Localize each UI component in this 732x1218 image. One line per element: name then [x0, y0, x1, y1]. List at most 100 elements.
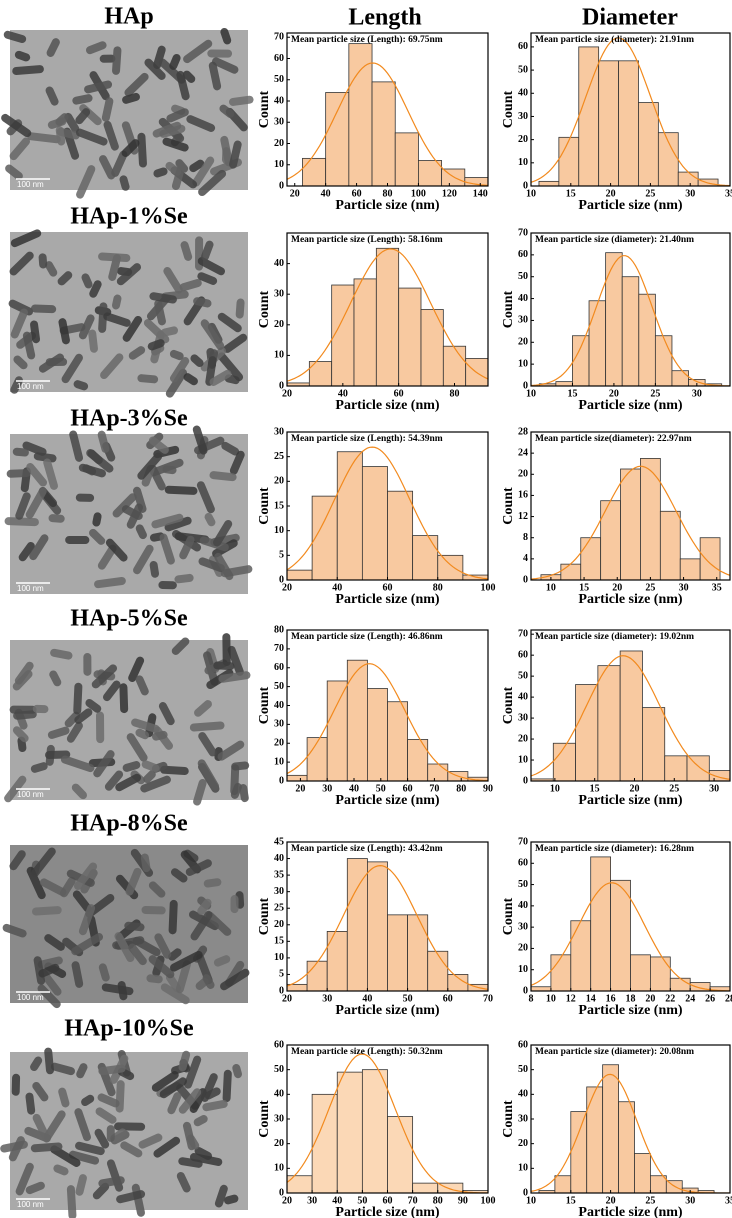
bar	[550, 954, 572, 991]
bar	[326, 931, 348, 991]
particles	[4, 425, 253, 590]
plot-area	[287, 1053, 488, 1193]
particle	[75, 493, 95, 502]
y-tick-label: 30	[518, 921, 528, 932]
particle	[97, 430, 110, 453]
bar	[555, 381, 573, 386]
y-tick-label: 0	[523, 985, 528, 996]
chart-title: Mean particle size (diameter): 20.08nm	[535, 1046, 694, 1057]
particle	[144, 58, 166, 80]
plot-area	[287, 446, 488, 580]
particle	[193, 1114, 208, 1127]
particle	[189, 159, 205, 173]
particle	[115, 773, 141, 792]
particle	[166, 108, 189, 123]
y-tick-label: 20	[274, 476, 284, 487]
y-tick-label: 30	[274, 719, 284, 730]
fit-curve	[531, 655, 730, 780]
y-tick-label: 30	[274, 288, 284, 299]
particle	[223, 333, 248, 353]
x-tick-label: 60	[403, 783, 413, 794]
particles	[2, 847, 250, 1009]
y-tick-label: 0	[279, 775, 284, 786]
particle	[124, 921, 145, 932]
particle	[122, 92, 140, 104]
particle	[30, 847, 56, 878]
y-tick-label: 5	[279, 969, 284, 980]
fit-curve	[531, 1073, 730, 1193]
x-tick-label: 30	[709, 783, 719, 794]
particle	[64, 711, 81, 728]
particle	[8, 1136, 25, 1162]
bar	[552, 742, 576, 781]
y-tick-label: 30	[274, 426, 284, 437]
x-tick-label: 24	[685, 993, 695, 1004]
plot-area	[531, 650, 730, 781]
bar	[654, 335, 673, 386]
particle	[135, 728, 150, 740]
particle	[189, 721, 225, 732]
particle	[44, 934, 65, 951]
y-tick-label: 5	[279, 550, 284, 561]
particle	[69, 430, 84, 462]
chart-title: Mean particle size (diameter): 21.91nm	[535, 34, 694, 45]
particle	[222, 633, 231, 667]
x-tick-label: 30	[679, 582, 689, 593]
bar	[650, 1175, 667, 1193]
particle	[229, 95, 254, 106]
particle	[30, 320, 41, 344]
bar	[621, 276, 640, 386]
y-tick-label: 80	[274, 624, 284, 635]
particle	[178, 1088, 202, 1114]
particle	[132, 936, 161, 957]
x-axis-label: Particle size (nm)	[335, 398, 440, 413]
particle	[176, 70, 190, 101]
particle	[4, 775, 27, 803]
particle	[126, 733, 148, 762]
chart-title: Mean particle size (Length): 50.32nm	[291, 1046, 443, 1057]
chart-title: Mean particle size (Length): 69.75nm	[291, 34, 443, 45]
particle	[4, 517, 39, 527]
plot-area	[531, 37, 730, 186]
y-axis-label: Count	[501, 897, 516, 935]
bar	[640, 458, 661, 580]
x-tick-label: 90	[483, 783, 493, 794]
chart-title: Mean particle size (diameter): 16.28nm	[535, 843, 694, 854]
x-tick-label: 20	[282, 993, 292, 1004]
chart-title: Mean particle size (Length): 54.39nm	[291, 433, 443, 444]
particle	[58, 318, 70, 345]
x-tick-label: 20	[612, 582, 622, 593]
bar	[642, 707, 666, 781]
x-tick-label: 25	[650, 388, 660, 399]
x-tick-label: 15	[590, 783, 600, 794]
particle	[101, 97, 114, 122]
particle	[213, 519, 233, 547]
y-axis-label: Count	[501, 90, 516, 128]
particle	[76, 1063, 88, 1079]
x-axis-label: Particle size (nm)	[578, 398, 683, 413]
particle	[22, 331, 36, 360]
particle	[141, 905, 166, 915]
particle	[153, 45, 166, 70]
particle	[114, 932, 135, 963]
x-tick-label: 20	[290, 188, 300, 199]
plot-area	[287, 247, 488, 386]
x-tick-label: 80	[450, 388, 460, 399]
x-tick-label: 60	[383, 1195, 393, 1206]
particle	[98, 963, 110, 982]
fit-curve	[287, 663, 488, 781]
x-tick-label: 70	[429, 783, 439, 794]
x-tick-label: 50	[403, 993, 413, 1004]
particle	[81, 1094, 95, 1107]
bar	[361, 1069, 388, 1193]
particle	[57, 271, 73, 286]
plot-area	[531, 252, 730, 386]
particle	[184, 1055, 202, 1089]
particle	[197, 272, 218, 285]
particle	[175, 960, 191, 994]
bar	[580, 537, 602, 580]
particle	[92, 512, 102, 527]
particle	[162, 465, 177, 475]
bar	[326, 680, 348, 781]
particle	[12, 447, 29, 457]
